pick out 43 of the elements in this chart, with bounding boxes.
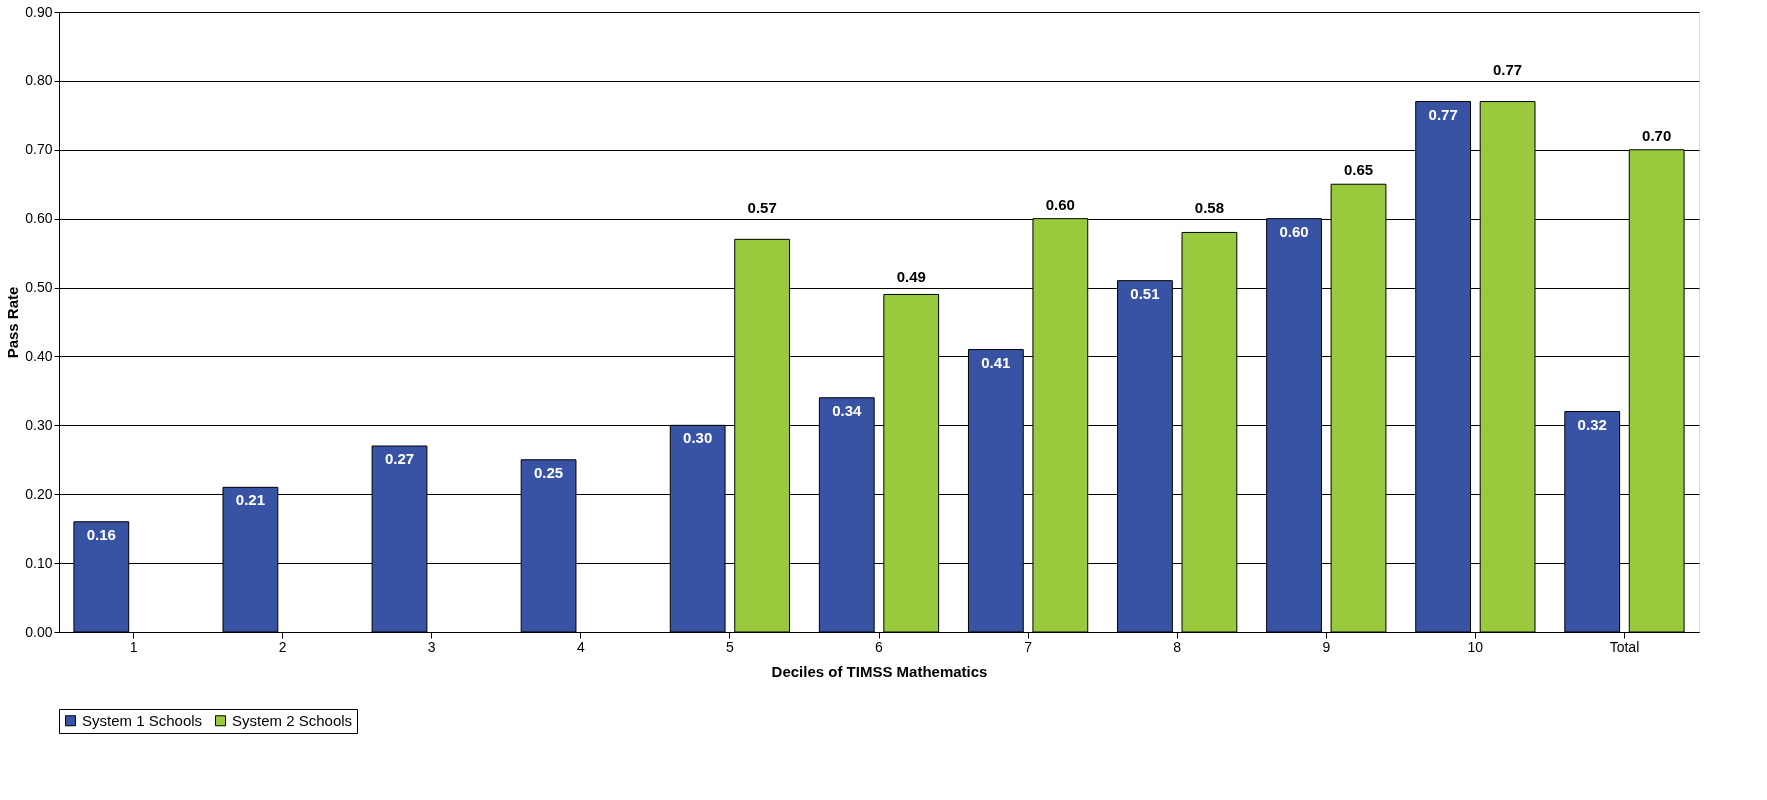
y-tick-label: 0.40 [25, 347, 53, 364]
y-tick-label: 0.90 [25, 3, 53, 20]
legend-label: System 1 Schools [82, 711, 203, 729]
y-tick-label: 0.70 [25, 141, 53, 158]
data-label: 0.57 [747, 198, 777, 216]
x-tick-label: 1 [129, 638, 138, 655]
data-label: 0.70 [1642, 126, 1672, 144]
data-label: 0.60 [1045, 195, 1075, 213]
data-label: 0.21 [235, 491, 265, 509]
data-label: 0.16 [86, 525, 116, 543]
x-axis-title: Deciles of TIMSS Mathematics [771, 662, 988, 680]
x-tick-label: 3 [427, 638, 436, 655]
y-tick-label: 0.10 [25, 554, 53, 571]
data-label: 0.49 [896, 267, 926, 285]
data-label: 0.65 [1343, 161, 1374, 179]
data-label: 0.60 [1279, 222, 1309, 240]
x-tick-label: 10 [1467, 638, 1484, 655]
data-label: 0.25 [533, 463, 564, 481]
x-tick-label: 8 [1173, 638, 1182, 655]
y-tick-label: 0.50 [25, 279, 53, 296]
y-axis-title: Pass Rate [4, 286, 22, 359]
x-tick-label: 5 [726, 638, 735, 655]
y-tick-label: 0.30 [25, 416, 53, 433]
x-tick-label: 4 [576, 638, 585, 655]
data-label: 0.58 [1194, 198, 1225, 216]
data-label: 0.77 [1428, 105, 1458, 123]
data-label: 0.77 [1493, 60, 1523, 78]
y-tick-label: 0.80 [25, 72, 53, 89]
x-tick-label: Total [1609, 638, 1640, 655]
y-tick-label: 0.20 [25, 485, 53, 502]
data-label: 0.41 [981, 353, 1011, 371]
x-tick-label: 7 [1024, 638, 1033, 655]
x-tick-label: 2 [278, 638, 287, 655]
data-label: 0.34 [832, 401, 863, 419]
y-tick-label: 0.00 [25, 623, 53, 640]
data-label: 0.51 [1130, 284, 1160, 302]
legend-label: System 2 Schools [232, 711, 353, 729]
data-label: 0.27 [384, 450, 415, 467]
data-label: 0.32 [1577, 415, 1607, 433]
x-tick-label: 9 [1322, 638, 1331, 655]
y-tick-label: 0.60 [25, 210, 53, 227]
data-label: 0.30 [683, 429, 713, 447]
x-tick-label: 6 [875, 638, 884, 655]
